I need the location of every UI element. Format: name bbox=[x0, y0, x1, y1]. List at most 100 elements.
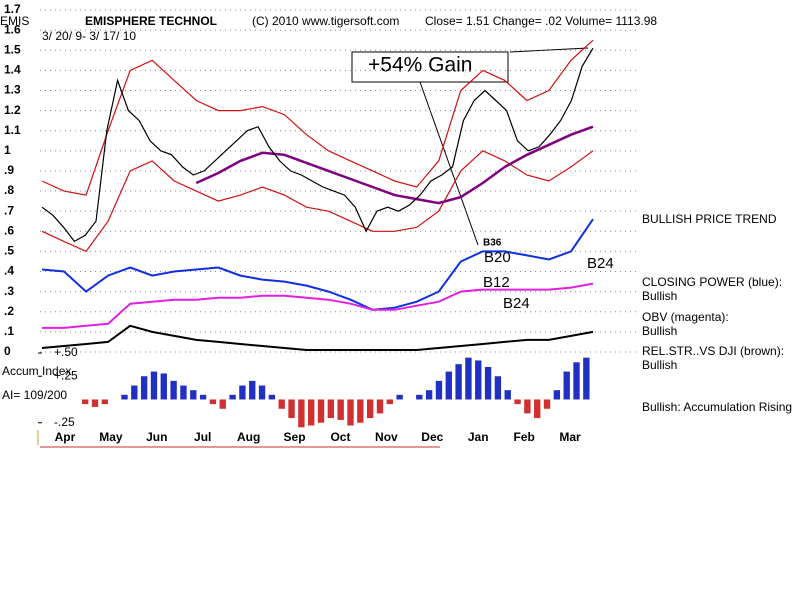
y-tick-label: +.25 bbox=[54, 368, 78, 382]
bar bbox=[534, 399, 541, 419]
bar bbox=[101, 399, 109, 405]
bar bbox=[209, 399, 217, 405]
annotation: B12 bbox=[483, 274, 510, 291]
signal: OBV (magenta): bbox=[642, 310, 729, 324]
bar bbox=[199, 394, 207, 400]
bar bbox=[190, 390, 197, 400]
bar bbox=[347, 399, 354, 426]
bar bbox=[376, 399, 384, 414]
bar bbox=[91, 399, 99, 407]
signal: Bullish: Accumulation Rising bbox=[642, 400, 792, 414]
source: (C) 2010 www.tigersoft.com bbox=[252, 14, 399, 28]
x-tick-label: Sep bbox=[284, 430, 306, 444]
y-tick-label: 1.6 bbox=[4, 22, 21, 36]
date-range: 3/ 20/ 9- 3/ 17/ 10 bbox=[42, 29, 136, 43]
ticker: EMIS bbox=[0, 14, 29, 28]
bar bbox=[327, 399, 335, 419]
bar bbox=[229, 394, 236, 400]
signal: CLOSING POWER (blue): bbox=[642, 275, 782, 289]
bar bbox=[219, 399, 226, 409]
series-line bbox=[41, 39, 594, 196]
y-tick-label: -.25 bbox=[54, 415, 75, 429]
bar bbox=[140, 376, 148, 400]
y-tick-label: .7 bbox=[4, 203, 14, 217]
annotation: B20 bbox=[484, 249, 511, 266]
bar bbox=[583, 357, 590, 400]
gain-box bbox=[351, 51, 509, 83]
bar bbox=[484, 366, 492, 400]
bar bbox=[249, 380, 256, 400]
x-tick-label: Mar bbox=[559, 430, 581, 444]
bar bbox=[160, 373, 167, 400]
x-tick-label: Jan bbox=[468, 430, 489, 444]
bar bbox=[553, 390, 561, 400]
x-tick-label: Feb bbox=[513, 430, 534, 444]
y-tick-label: 0 bbox=[4, 344, 11, 358]
bar bbox=[308, 399, 315, 426]
bar bbox=[425, 390, 433, 400]
y-tick-label: .3 bbox=[4, 284, 14, 298]
bar bbox=[465, 357, 472, 400]
signal: BULLISH PRICE TREND bbox=[642, 212, 777, 226]
bar bbox=[278, 399, 285, 409]
bar bbox=[239, 385, 246, 400]
annotation-arrow bbox=[509, 47, 589, 53]
bar bbox=[288, 399, 295, 419]
bar bbox=[180, 385, 187, 400]
y-tick-label: 1 bbox=[4, 143, 11, 157]
x-tick-label: Apr bbox=[55, 430, 76, 444]
bar bbox=[258, 385, 266, 400]
series-line bbox=[41, 218, 594, 311]
y-tick-label: .2 bbox=[4, 304, 14, 318]
bar bbox=[445, 371, 452, 400]
series-line bbox=[41, 324, 594, 351]
bar bbox=[386, 399, 393, 405]
bar bbox=[150, 371, 158, 400]
x-tick-label: Oct bbox=[330, 430, 350, 444]
signal: Bullish bbox=[642, 324, 677, 338]
bar bbox=[514, 399, 521, 405]
bar bbox=[455, 364, 462, 400]
y-tick-label: 1.7 bbox=[4, 2, 21, 16]
signal: REL.STR..VS DJI (brown): bbox=[642, 344, 784, 358]
x-tick-label: May bbox=[99, 430, 123, 444]
y-tick-label: .4 bbox=[4, 264, 14, 278]
bar bbox=[524, 399, 531, 414]
bar bbox=[416, 394, 423, 400]
bar bbox=[475, 360, 482, 400]
annotation: B24 bbox=[587, 255, 614, 272]
annotation: B36 bbox=[483, 238, 502, 249]
bar bbox=[170, 380, 177, 400]
signal: Bullish bbox=[642, 358, 677, 372]
x-tick-label: Jul bbox=[194, 430, 211, 444]
bar bbox=[131, 385, 138, 400]
y-tick-label: 1.1 bbox=[4, 123, 21, 137]
bar bbox=[563, 371, 570, 400]
bar bbox=[298, 399, 305, 428]
bar bbox=[504, 390, 511, 400]
panel-reading: AI= 109/200 bbox=[2, 388, 67, 402]
x-tick-label: Jun bbox=[146, 430, 167, 444]
y-tick-label: +.50 bbox=[54, 345, 78, 359]
annotation: B24 bbox=[503, 295, 530, 312]
bar bbox=[543, 399, 551, 409]
bar bbox=[268, 394, 276, 400]
annotation: +54% Gain bbox=[368, 54, 473, 77]
bar bbox=[396, 394, 403, 400]
bar bbox=[366, 399, 374, 419]
y-tick-label: 1.3 bbox=[4, 83, 21, 97]
signal: Bullish bbox=[642, 289, 677, 303]
bar bbox=[82, 399, 89, 405]
series-line bbox=[42, 282, 594, 329]
annotation-arrow bbox=[419, 81, 479, 246]
bar bbox=[357, 399, 364, 423]
bar bbox=[317, 399, 325, 423]
series-line bbox=[41, 150, 594, 253]
chart-title: EMISPHERE TECHNOL bbox=[85, 14, 217, 28]
bar bbox=[121, 394, 128, 400]
y-tick-label: .8 bbox=[4, 183, 14, 197]
bar bbox=[435, 380, 443, 400]
y-tick-label: .1 bbox=[4, 324, 14, 338]
bar bbox=[337, 399, 344, 420]
